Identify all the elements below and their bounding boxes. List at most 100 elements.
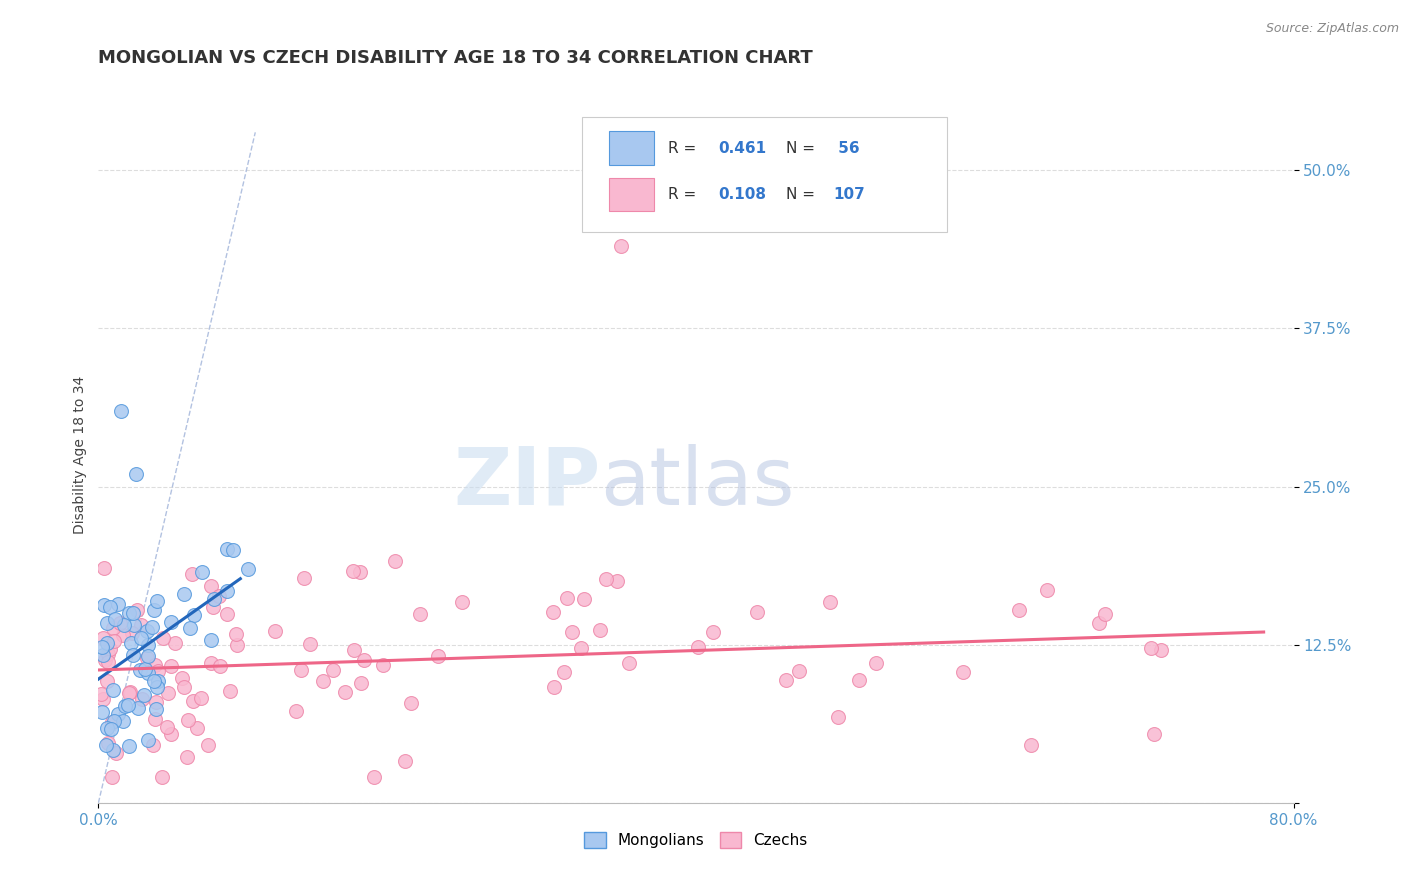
Point: [371, 657, 394, 672]
Point: [290, 663, 312, 677]
Point: [103, 634, 125, 648]
Text: R =: R =: [668, 141, 702, 155]
Point: [136, 665, 159, 680]
Point: [200, 579, 222, 593]
Point: [173, 587, 195, 601]
Point: [226, 639, 249, 653]
Point: [160, 727, 183, 741]
Point: [350, 676, 373, 690]
Point: [108, 616, 131, 631]
Point: [363, 771, 385, 785]
Point: [136, 638, 159, 652]
Point: [135, 651, 157, 665]
Point: [143, 602, 166, 616]
Point: [322, 663, 344, 677]
Point: [110, 403, 132, 417]
Point: [91, 692, 114, 706]
Point: [128, 663, 150, 677]
Point: [787, 664, 810, 678]
Point: [408, 607, 430, 621]
Point: [111, 628, 134, 642]
Point: [96, 721, 118, 735]
Point: [104, 747, 127, 761]
Point: [176, 750, 198, 764]
Point: [180, 566, 202, 581]
Point: [202, 600, 225, 615]
Point: [145, 702, 167, 716]
Point: [569, 640, 592, 655]
Point: [284, 704, 307, 718]
Point: [427, 649, 450, 664]
Point: [686, 640, 709, 654]
Point: [1087, 616, 1109, 631]
Point: [129, 617, 152, 632]
Point: [107, 597, 129, 611]
Point: [145, 695, 167, 709]
Bar: [609, 131, 654, 165]
Point: [97, 735, 120, 749]
Text: 0.108: 0.108: [718, 186, 766, 202]
Point: [343, 642, 366, 657]
Point: [93, 561, 115, 575]
Point: [200, 656, 222, 670]
Point: [236, 562, 259, 576]
Point: [104, 612, 127, 626]
Point: [132, 688, 155, 702]
Point: [177, 713, 200, 727]
Point: [156, 720, 179, 734]
Text: atlas: atlas: [600, 443, 794, 522]
Point: [100, 722, 122, 736]
Point: [775, 673, 797, 687]
Point: [136, 733, 159, 747]
Point: [561, 625, 583, 640]
Point: [610, 239, 633, 253]
Point: [848, 673, 870, 688]
Point: [125, 602, 148, 616]
Point: [98, 642, 121, 657]
Point: [555, 591, 578, 605]
Point: [197, 739, 219, 753]
Point: [543, 681, 565, 695]
Point: [384, 554, 406, 568]
Point: [619, 656, 641, 670]
Point: [120, 684, 142, 698]
Point: [215, 607, 238, 622]
Point: [118, 606, 141, 620]
Point: [136, 624, 159, 638]
FancyBboxPatch shape: [582, 118, 948, 232]
Point: [606, 574, 628, 589]
Point: [120, 636, 142, 650]
Point: [134, 662, 156, 676]
Point: [125, 467, 148, 481]
Point: [152, 771, 174, 785]
Point: [219, 684, 242, 698]
Point: [97, 647, 120, 661]
Point: [173, 681, 195, 695]
Point: [96, 674, 118, 689]
Point: [1143, 727, 1166, 741]
Point: [160, 659, 183, 673]
Point: [121, 606, 143, 620]
Point: [1139, 640, 1161, 655]
Point: [165, 636, 187, 650]
Point: [183, 694, 205, 708]
Point: [94, 653, 117, 667]
Point: [90, 687, 112, 701]
Point: [263, 624, 285, 638]
Point: [1150, 642, 1173, 657]
Point: [179, 621, 201, 635]
Point: [541, 605, 564, 619]
Point: [146, 594, 169, 608]
Point: [129, 631, 152, 645]
Point: [349, 565, 371, 579]
Point: [353, 653, 375, 667]
Point: [553, 665, 575, 679]
Text: N =: N =: [786, 141, 820, 155]
Point: [574, 591, 596, 606]
Point: [103, 714, 125, 728]
Point: [818, 595, 841, 609]
Point: [96, 615, 118, 630]
Point: [141, 620, 163, 634]
Point: [335, 684, 357, 698]
Text: Source: ZipAtlas.com: Source: ZipAtlas.com: [1265, 22, 1399, 36]
